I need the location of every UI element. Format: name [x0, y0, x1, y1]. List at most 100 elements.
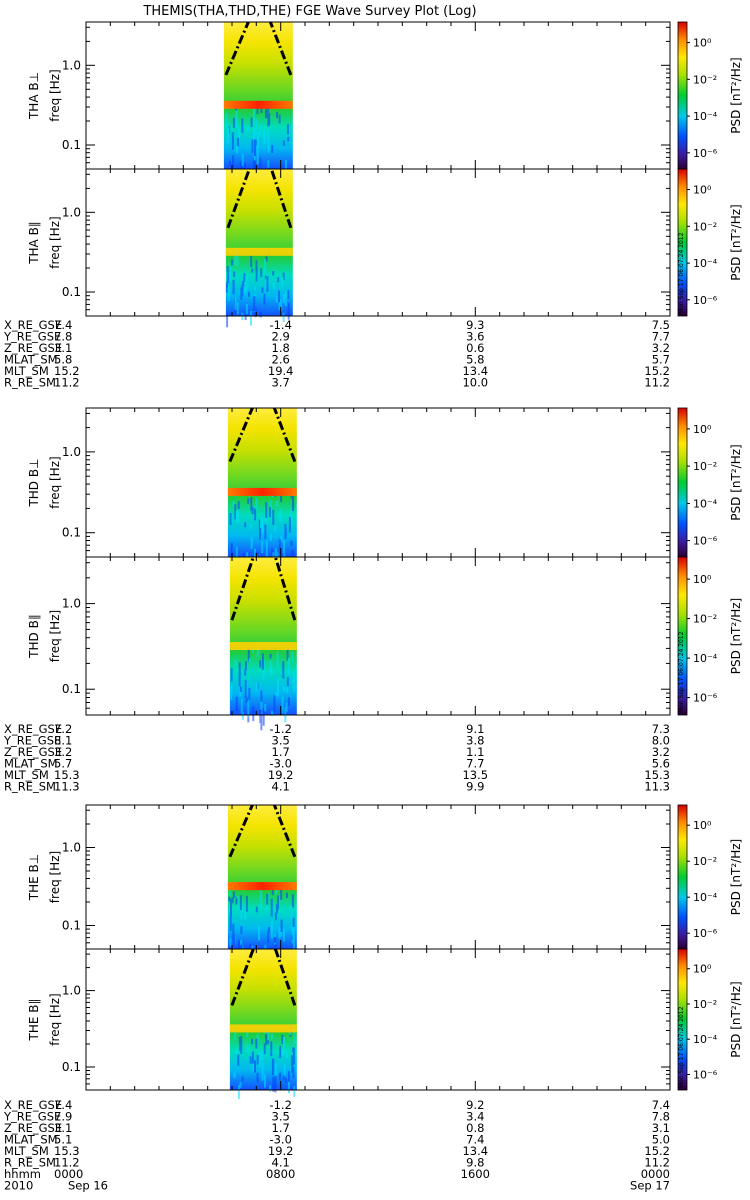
ephemeris-value: 5.0	[652, 1133, 670, 1147]
spectrogram-speckle	[282, 294, 285, 304]
spectrogram-speckle	[245, 895, 248, 912]
spectrogram-speckle	[274, 548, 277, 558]
y-tick-label: 1.0	[62, 984, 81, 998]
spectrogram-speckle	[272, 271, 275, 276]
spectrogram-speckle	[247, 701, 250, 717]
ephemeris-value: 0.6	[466, 341, 484, 355]
spectrogram-panel: 1.0 0.1 THD B∥ freq [Hz] 10⁰ 10⁻² 10⁻⁴ 10⁻⁶ PSD …	[27, 556, 743, 731]
ephemeris-value: 2.9	[272, 330, 290, 344]
spectrogram-speckle	[244, 680, 247, 698]
gyrofrequency-line	[272, 407, 297, 463]
ephemeris-value: 1.7	[272, 745, 290, 759]
spectrogram-speckle	[255, 266, 258, 282]
spectrogram-speckle	[240, 1037, 243, 1054]
spectrogram-speckle	[229, 915, 232, 931]
ephemeris-value: 5.8	[54, 353, 72, 367]
spectrogram-speckle	[275, 889, 278, 895]
spectrogram-speckle	[234, 297, 237, 310]
spectrogram-speckle	[281, 1049, 284, 1056]
spectrogram-speckle	[236, 250, 239, 266]
spectrogram-speckle	[240, 287, 243, 300]
ephemeris-value: 3.1	[652, 1121, 670, 1135]
spectrogram-speckle	[234, 659, 237, 666]
spectrogram-speckle	[250, 497, 253, 511]
ephemeris-value: 9.2	[466, 1098, 484, 1112]
spectrogram-speckle	[267, 160, 270, 168]
ephemeris-value: 5.8	[466, 353, 484, 367]
spectrogram-speckle	[276, 500, 279, 507]
date-end-label: Sep 17	[630, 1179, 670, 1193]
spectrogram-speckle	[244, 668, 247, 676]
spectrogram-speckle	[279, 1045, 282, 1059]
ephemeris-value: -1.2	[269, 1098, 291, 1112]
colorbar-label: PSD [nT²/Hz]	[729, 57, 743, 133]
spectrogram-panel: 1.0 0.1 THD B⊥ freq [Hz] 10⁰ 10⁻² 10⁻⁴ 10⁻⁶ PSD …	[27, 407, 743, 571]
spectrogram-speckle	[287, 657, 290, 675]
spectrogram-speckle	[236, 302, 239, 315]
spectrogram-speckle	[278, 299, 281, 311]
ephemeris-value: -1.2	[269, 722, 291, 736]
ephemeris-value: 1.7	[272, 1121, 290, 1135]
spectrogram-speckle	[276, 904, 278, 913]
y-tick-label: 0.1	[62, 285, 81, 299]
spectrogram-speckle	[241, 153, 244, 170]
spectrogram-speckle	[279, 508, 282, 522]
spectrogram-speckle	[267, 1028, 270, 1041]
colorbar-tick-label: 10⁻⁶	[693, 1069, 718, 1082]
spectrogram-speckle	[229, 266, 232, 278]
spectrogram-speckle	[242, 281, 245, 287]
spectrogram-speckle	[274, 937, 277, 956]
spectrogram-speckle	[259, 660, 262, 668]
spectrogram-speckle	[291, 894, 294, 907]
colorbar-tick-label: 10⁻⁴	[693, 1033, 718, 1046]
spectrogram-speckle	[225, 282, 228, 293]
spectrogram-speckle	[229, 938, 232, 947]
ephemeris-row-label: X_RE_GSE	[4, 318, 62, 332]
ephemeris-value: 11.3	[644, 780, 670, 794]
spectrogram-speckle	[292, 917, 295, 927]
ephemeris-value: 7.9	[54, 1110, 72, 1124]
gyrofrequency-line	[273, 556, 297, 621]
spectrogram-speckle	[251, 1038, 254, 1045]
creation-stamp: Mon Sep 17 06:07:24 2012	[678, 232, 685, 314]
ephemeris-row-label: X_RE_GSE	[4, 1098, 62, 1112]
spectrogram-speckle	[265, 540, 268, 558]
spectrogram-speckle	[247, 126, 250, 132]
spectrogram-speckle	[281, 277, 284, 287]
gyrofrequency-line	[230, 556, 255, 621]
spectrogram-speckle	[277, 895, 279, 910]
spectrogram-speckle	[235, 898, 238, 905]
y-tick-label: 0.1	[62, 919, 81, 933]
ephemeris-value: 19.4	[268, 364, 294, 378]
spectrogram-speckle	[286, 892, 288, 899]
spectrogram-speckle	[262, 708, 265, 726]
spectrogram-speckle	[261, 287, 264, 294]
spectrogram-speckle	[248, 658, 251, 663]
spectrogram-speckle	[228, 896, 231, 902]
ephemeris-value: 7.4	[466, 1133, 484, 1147]
ephemeris-row-label: Y_RE_GSE	[3, 1110, 61, 1124]
creation-stamp: Mon Sep 17 06:07:24 2012	[678, 631, 685, 713]
spectrogram-speckle	[238, 1036, 241, 1043]
spectrogram-speckle	[270, 660, 273, 676]
spectrogram-speckle	[244, 661, 247, 671]
spectrogram-speckle	[230, 685, 233, 700]
spectrogram-speckle	[254, 307, 257, 318]
ephemeris-value: 7.3	[652, 722, 670, 736]
y-tick-label: 0.1	[62, 1060, 81, 1074]
spectrogram-speckle	[240, 926, 243, 934]
spectrogram-speckle	[231, 259, 234, 266]
spectrogram-speckle	[250, 255, 253, 268]
spectrogram-speckle	[264, 275, 267, 281]
spectrogram-speckle	[282, 312, 285, 322]
colorbar	[677, 804, 688, 950]
panel-component-label: THD B∥	[27, 614, 41, 659]
colorbar-tick-label: 10⁻⁶	[693, 294, 718, 307]
spectrogram-speckle	[232, 923, 235, 940]
spectrogram-speckle	[278, 114, 281, 124]
colorbar	[677, 168, 688, 317]
colorbar-tick-label: 10⁻⁶	[693, 692, 718, 705]
ephemeris-value: 4.1	[272, 1156, 290, 1170]
ephemeris-value: 10.0	[462, 376, 488, 390]
